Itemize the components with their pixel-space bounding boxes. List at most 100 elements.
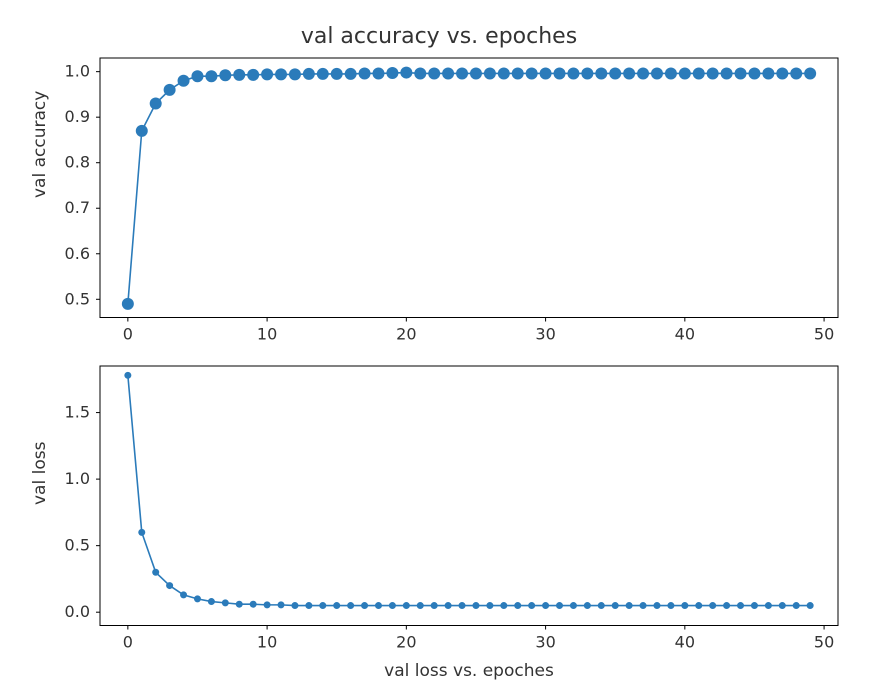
series-marker xyxy=(472,602,479,609)
series-marker xyxy=(345,68,357,80)
series-marker xyxy=(459,602,466,609)
y-tick-label: 0.5 xyxy=(65,535,90,554)
y-tick-label: 0.9 xyxy=(65,107,90,126)
series-marker xyxy=(765,602,772,609)
y-tick-label: 1.0 xyxy=(65,62,90,81)
series-marker xyxy=(626,602,633,609)
series-marker xyxy=(278,601,285,608)
series-marker xyxy=(651,67,663,79)
series-marker xyxy=(737,602,744,609)
series-marker xyxy=(542,602,549,609)
series-marker xyxy=(793,602,800,609)
series-marker xyxy=(723,602,730,609)
series-marker xyxy=(609,67,621,79)
series-marker xyxy=(445,602,452,609)
series-marker xyxy=(261,68,273,80)
series-marker xyxy=(403,602,410,609)
series-marker xyxy=(735,67,747,79)
series-marker xyxy=(264,601,271,608)
series-marker xyxy=(681,602,688,609)
x-tick-label: 20 xyxy=(396,325,416,344)
series-marker xyxy=(470,67,482,79)
series-marker xyxy=(665,67,677,79)
y-tick-label: 0.6 xyxy=(65,244,90,263)
x-tick-label: 20 xyxy=(396,632,416,651)
loss-chart-ylabel: val loss xyxy=(30,485,50,505)
series-marker xyxy=(180,591,187,598)
series-marker xyxy=(386,67,398,79)
series-marker xyxy=(191,70,203,82)
series-marker xyxy=(570,602,577,609)
series-marker xyxy=(707,67,719,79)
series-marker xyxy=(514,602,521,609)
series-line xyxy=(128,73,810,304)
series-marker xyxy=(556,602,563,609)
series-marker xyxy=(136,125,148,137)
series-marker xyxy=(500,602,507,609)
x-tick-label: 40 xyxy=(675,632,695,651)
series-marker xyxy=(372,67,384,79)
series-marker xyxy=(152,568,159,575)
series-line xyxy=(128,375,810,605)
series-marker xyxy=(612,602,619,609)
series-marker xyxy=(498,67,510,79)
x-tick-label: 30 xyxy=(535,325,555,344)
loss-chart-axes: 010203040500.00.51.01.5 xyxy=(100,366,838,626)
series-marker xyxy=(748,67,760,79)
y-tick-label: 0.0 xyxy=(65,602,90,621)
series-marker xyxy=(303,68,315,80)
series-marker xyxy=(640,602,647,609)
x-tick-label: 50 xyxy=(814,325,834,344)
series-marker xyxy=(428,67,440,79)
series-marker xyxy=(653,602,660,609)
series-marker xyxy=(289,68,301,80)
series-marker xyxy=(709,602,716,609)
y-tick-label: 0.5 xyxy=(65,289,90,308)
series-marker xyxy=(484,67,496,79)
series-marker xyxy=(790,67,802,79)
series-marker xyxy=(291,602,298,609)
x-tick-label: 40 xyxy=(675,325,695,344)
series-marker xyxy=(275,68,287,80)
series-marker xyxy=(178,75,190,87)
series-marker xyxy=(319,602,326,609)
series-marker xyxy=(751,602,758,609)
series-marker xyxy=(236,600,243,607)
x-tick-label: 10 xyxy=(257,632,277,651)
series-marker xyxy=(554,67,566,79)
series-marker xyxy=(333,602,340,609)
series-marker xyxy=(247,69,259,81)
accuracy-chart-svg: 010203040500.50.60.70.80.91.0 xyxy=(100,58,838,318)
y-tick-label: 1.0 xyxy=(65,469,90,488)
series-marker xyxy=(693,67,705,79)
series-marker xyxy=(581,67,593,79)
figure-title: val accuracy vs. epoches xyxy=(0,24,878,49)
y-tick-label: 1.5 xyxy=(65,402,90,421)
series-marker xyxy=(359,67,371,79)
series-marker xyxy=(528,602,535,609)
series-marker xyxy=(305,602,312,609)
series-marker xyxy=(138,528,145,535)
series-marker xyxy=(361,602,368,609)
series-marker xyxy=(486,602,493,609)
series-marker xyxy=(389,602,396,609)
series-marker xyxy=(540,67,552,79)
series-marker xyxy=(695,602,702,609)
x-tick-label: 10 xyxy=(257,325,277,344)
series-marker xyxy=(400,67,412,79)
y-tick-label: 0.8 xyxy=(65,153,90,172)
series-marker xyxy=(347,602,354,609)
x-tick-label: 0 xyxy=(123,632,133,651)
series-marker xyxy=(679,67,691,79)
series-marker xyxy=(623,67,635,79)
series-marker xyxy=(762,67,774,79)
series-marker xyxy=(375,602,382,609)
loss-chart-svg: 010203040500.00.51.01.5 xyxy=(100,366,838,626)
series-marker xyxy=(417,602,424,609)
series-marker xyxy=(222,599,229,606)
series-marker xyxy=(567,67,579,79)
x-tick-label: 0 xyxy=(123,325,133,344)
series-marker xyxy=(122,298,134,310)
series-marker xyxy=(598,602,605,609)
series-marker xyxy=(233,69,245,81)
